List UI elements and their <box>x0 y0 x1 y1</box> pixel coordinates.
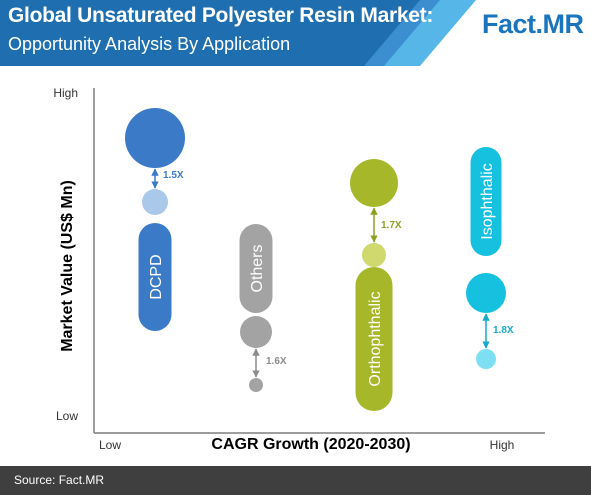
orthophthalic-series-label: Orthophthalic <box>367 291 384 386</box>
isophthalic-name-pill <box>470 147 502 256</box>
footer-bar: Source: Fact.MR <box>0 466 591 495</box>
others-series-label: Others <box>249 244 266 292</box>
logo-fact: Fact <box>482 8 536 39</box>
header-banner: Global Unsaturated Polyester Resin Marke… <box>0 0 591 66</box>
isophthalic-future-bubble <box>476 349 496 369</box>
orthophthalic-name-pill <box>355 267 393 411</box>
dcpd-future-bubble <box>142 189 168 215</box>
y-axis-label: Market Value (US$ Mn) <box>59 180 76 352</box>
source-note: Source: Fact.MR <box>14 473 105 487</box>
chart-title: Global Unsaturated Polyester Resin Marke… <box>8 4 434 27</box>
isophthalic-multiplier-label: 1.8X <box>493 325 514 336</box>
isophthalic-current-bubble <box>466 273 506 313</box>
chart-marks: 1.5X DCPD 1.6X Others 1.7X Orthophthalic 1.8X I… <box>125 108 514 411</box>
banner-stripe-light <box>384 0 476 66</box>
chart-subtitle: Opportunity Analysis By Application <box>8 34 291 54</box>
dcpd-name-pill <box>138 223 172 331</box>
bubble-chart: High Low Low High CAGR Growth (2020-2030… <box>53 86 545 453</box>
header-background <box>0 0 476 66</box>
factmr-logo: Fact. MR <box>482 8 584 40</box>
others-multiplier-label: 1.6X <box>266 356 287 367</box>
x-tick-high: High <box>490 438 515 452</box>
others-future-bubble <box>249 378 263 392</box>
y-tick-low: Low <box>56 409 78 423</box>
orthophthalic-future-bubble <box>362 243 386 267</box>
orthophthalic-current-bubble <box>350 159 398 207</box>
dcpd-series-label: DCPD <box>148 254 165 299</box>
others-current-bubble <box>240 316 272 348</box>
dcpd-current-bubble <box>125 108 185 168</box>
others-name-pill <box>239 224 273 313</box>
orthophthalic-multiplier-label: 1.7X <box>381 220 402 231</box>
x-axis-label: CAGR Growth (2020-2030) <box>211 436 410 453</box>
y-tick-high: High <box>53 86 78 100</box>
logo-dot: . <box>535 8 544 39</box>
isophthalic-series-label: Isophthalic <box>479 163 496 240</box>
x-tick-low: Low <box>99 438 121 452</box>
dcpd-multiplier-label: 1.5X <box>163 170 184 181</box>
logo-mr: MR <box>542 8 585 39</box>
banner-dark-blue <box>0 0 428 66</box>
